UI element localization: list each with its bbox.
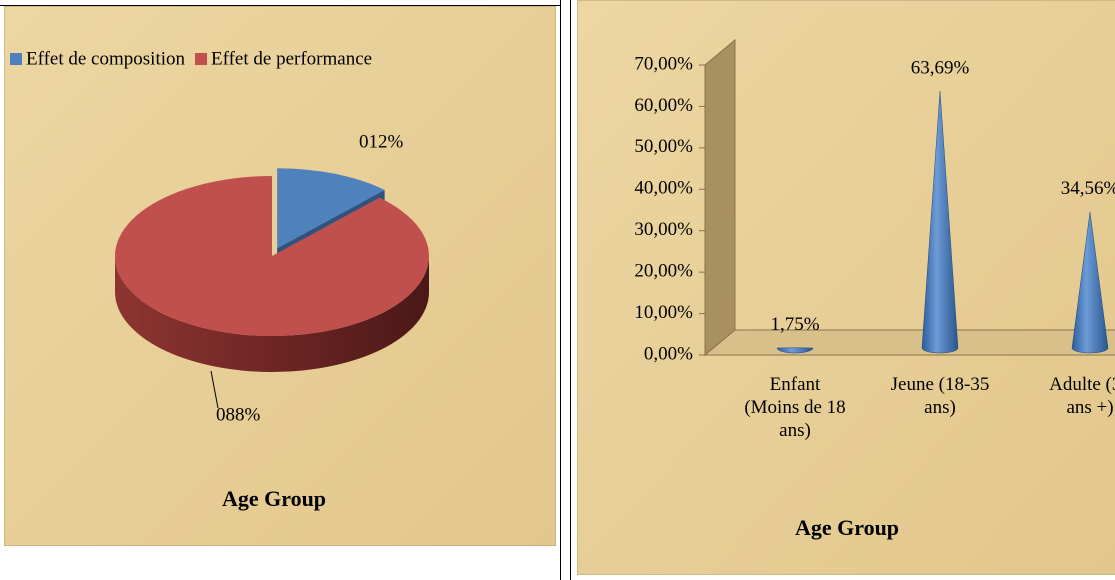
y-tick-label: 30,00% <box>634 219 693 240</box>
bar <box>776 347 814 354</box>
x-tick-label-box: Jeune (18-35 ans) <box>890 374 990 418</box>
x-tick-label: Enfant (Moins de 18 ans) <box>744 374 846 441</box>
data-label: 088% <box>216 404 261 425</box>
data-label: 63,69% <box>911 58 970 79</box>
bar-chart: Age Group 0,00% 10,00% 20,00% 30,00% 40,00% 5… <box>577 0 1115 575</box>
y-tick-label: 20,00% <box>634 261 693 282</box>
chart-title: Age Group <box>795 515 899 540</box>
slice-face <box>115 256 429 372</box>
plot-background <box>577 0 1115 575</box>
legend-swatch <box>10 53 22 65</box>
pie-chart: Age Group Effet de composition Effet de p… <box>4 6 556 546</box>
cell-left <box>560 0 561 580</box>
legend-label: Effet de composition <box>26 48 186 69</box>
y-tick-label: 60,00% <box>634 95 693 116</box>
chart-title: Age Group <box>222 486 326 511</box>
floor <box>703 329 1115 356</box>
legend-swatch <box>195 53 208 65</box>
slice-face <box>277 168 385 249</box>
x-tick-label-box: Enfant (Moins de 18 ans) <box>744 374 846 441</box>
data-label: 34,56% <box>1061 178 1115 199</box>
y-tick-label: 70,00% <box>634 53 693 74</box>
leader-line <box>210 370 219 409</box>
y-tick-label: 50,00% <box>634 136 693 157</box>
slice-face <box>115 176 430 337</box>
bar <box>921 91 959 354</box>
y-tick-label: 0,00% <box>644 343 693 364</box>
x-tick-label: Jeune (18-35 ans) <box>890 374 990 418</box>
x-tick-label: Adulte (35 ans +) <box>1049 374 1115 418</box>
y-tick-label: 10,00% <box>634 302 693 323</box>
data-label: 1,75% <box>770 314 819 335</box>
y-tick-label: 40,00% <box>634 178 693 199</box>
cell-divider <box>570 0 571 580</box>
data-label: 012% <box>359 131 404 152</box>
back-wall <box>704 38 736 357</box>
pie-slice <box>115 176 430 372</box>
bar <box>1071 211 1109 354</box>
legend-label: Effet de performance <box>211 48 372 69</box>
x-tick-label-box: Adulte (35 ans +) <box>1049 374 1115 418</box>
